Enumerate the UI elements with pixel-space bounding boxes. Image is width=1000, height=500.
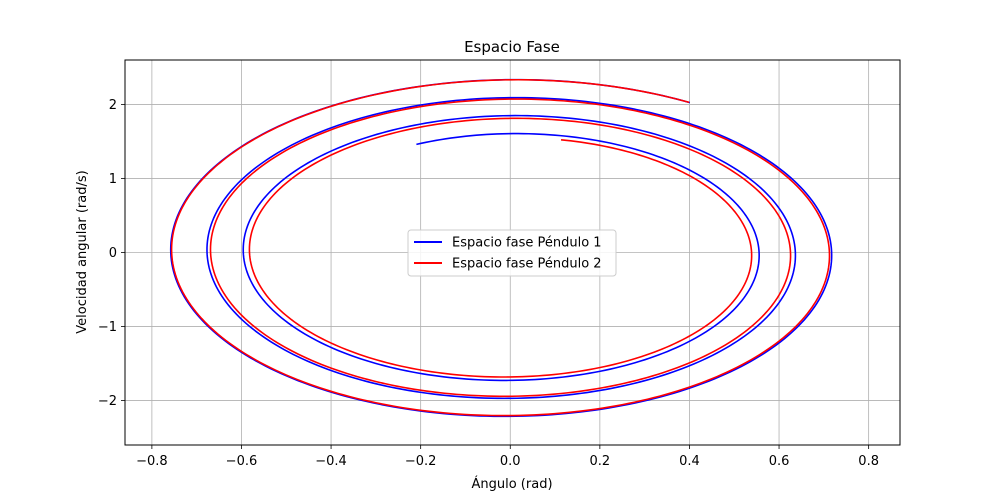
x-tick-label-neg0p8: −0.8 bbox=[136, 454, 168, 469]
y-tick-label-1: 1 bbox=[109, 172, 117, 187]
y-tick-label-2: 2 bbox=[109, 98, 117, 113]
legend-label-pendulo-1: Espacio fase Péndulo 1 bbox=[452, 236, 602, 251]
x-tick-label-0p8: 0.8 bbox=[858, 454, 879, 469]
x-tick-label-neg0p6: −0.6 bbox=[226, 454, 258, 469]
x-axis-label: Ángulo (rad) bbox=[471, 476, 552, 492]
series-line-pendulo-2 bbox=[170, 78, 831, 417]
x-tick-label-0p4: 0.4 bbox=[679, 454, 700, 469]
legend-label-pendulo-2: Espacio fase Péndulo 2 bbox=[452, 257, 602, 272]
chart-title: Espacio Fase bbox=[464, 38, 560, 56]
x-tick-label-0p2: 0.2 bbox=[590, 454, 611, 469]
legend: Espacio fase Péndulo 1 Espacio fase Pénd… bbox=[407, 229, 617, 277]
grid-lines bbox=[125, 60, 900, 445]
y-tick-label-neg1: −1 bbox=[98, 320, 117, 335]
y-axis-label: Velocidad angular (rad/s) bbox=[75, 170, 90, 333]
x-tick-label-neg0p4: −0.4 bbox=[315, 454, 347, 469]
axis-ticks: −0.8 −0.6 −0.4 −0.2 0.0 0.2 0.4 0.6 0.8 −2 −1 0 1 2 bbox=[98, 98, 879, 469]
legend-box bbox=[407, 229, 617, 277]
x-tick-label-neg0p2: −0.2 bbox=[405, 454, 437, 469]
y-tick-label-neg2: −2 bbox=[98, 394, 117, 409]
x-tick-label-0p6: 0.6 bbox=[769, 454, 790, 469]
y-tick-label-0: 0 bbox=[109, 246, 117, 261]
plot-series bbox=[169, 78, 833, 418]
x-tick-label-0p0: 0.0 bbox=[500, 454, 521, 469]
